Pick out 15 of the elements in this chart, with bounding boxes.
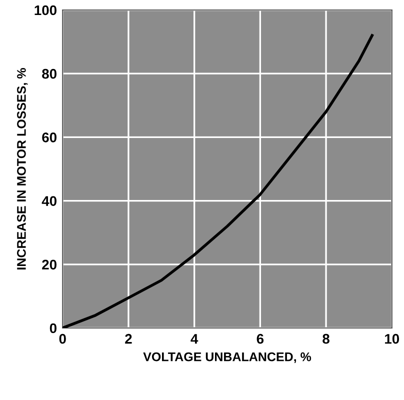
line-series: [62, 34, 374, 328]
y-axis-title: INCREASE IN MOTOR LOSSES, %: [17, 68, 28, 270]
x-tick-label: 10: [385, 334, 400, 344]
x-axis-title: VOLTAGE UNBALANCED, %: [143, 352, 312, 364]
y-tick-label: 100: [34, 5, 56, 16]
y-tick-label: 40: [42, 196, 56, 206]
x-tick-label: 2: [125, 334, 132, 344]
x-tick-label: 6: [256, 334, 264, 344]
y-tick-label: 20: [42, 260, 56, 270]
y-tick-label: 80: [42, 68, 56, 79]
x-tick-label: 0: [59, 334, 66, 344]
x-tick-label: 4: [190, 334, 198, 344]
x-tick-label: 8: [322, 334, 330, 344]
y-tick-label: 0: [50, 323, 56, 334]
y-tick-label: 60: [42, 132, 56, 142]
